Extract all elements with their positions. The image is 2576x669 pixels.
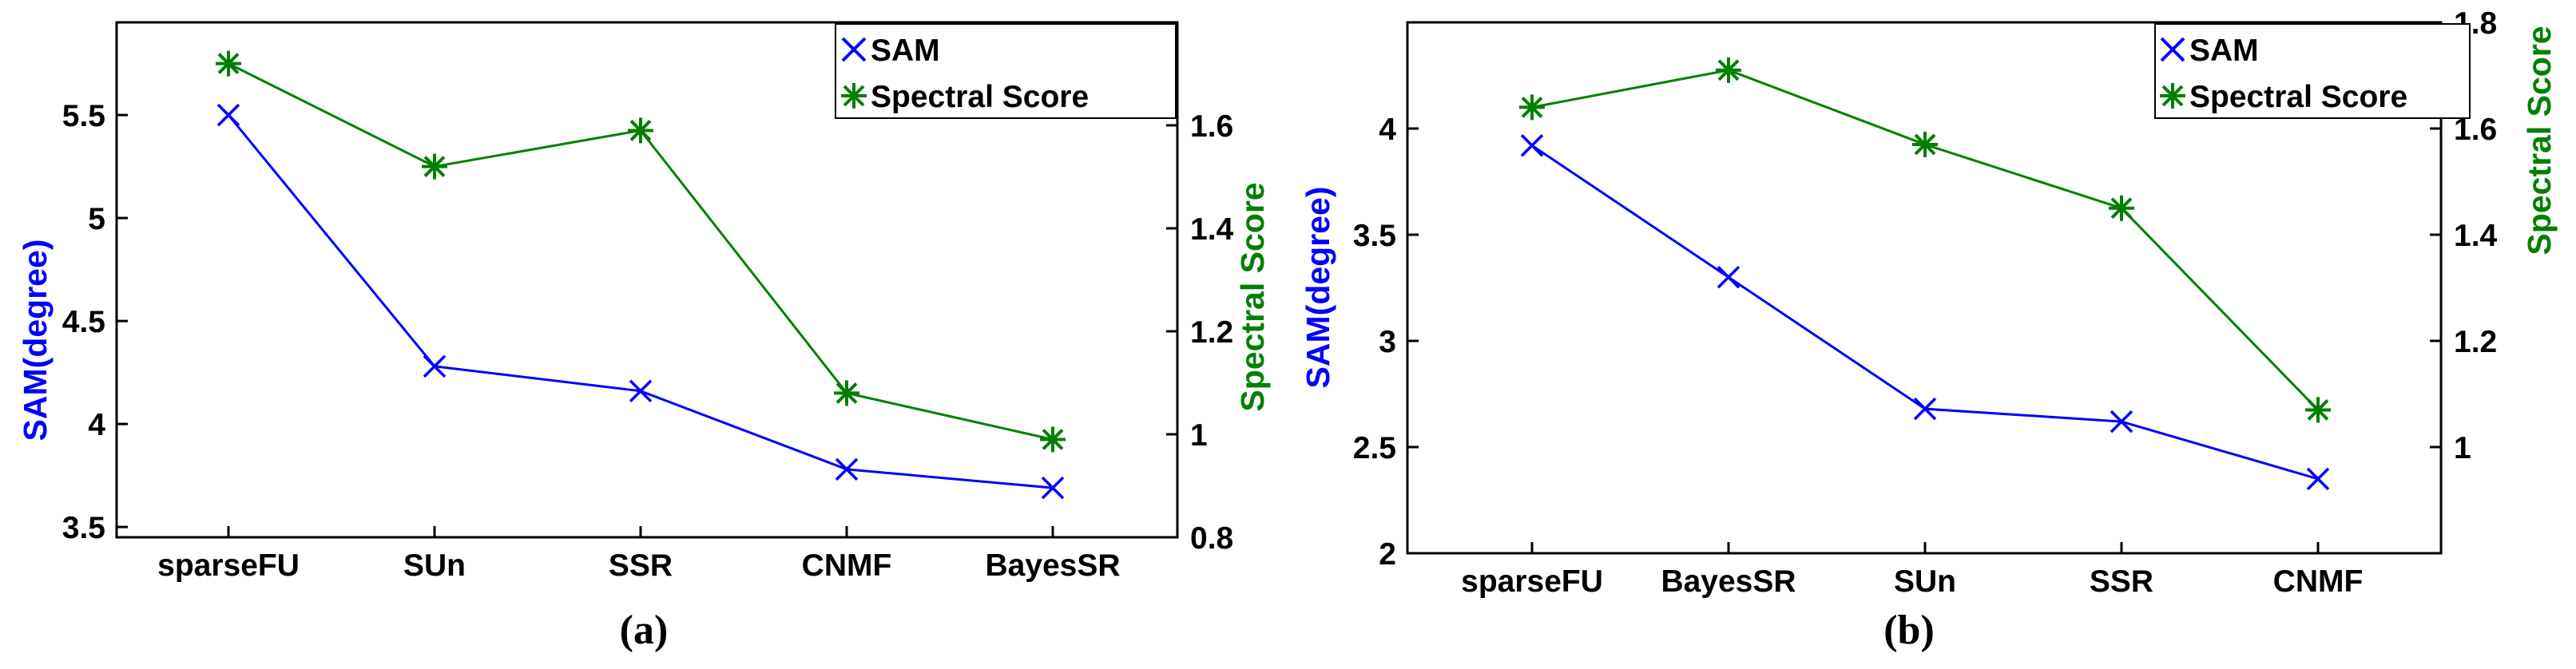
panel-a-ylabel-left: SAM(degree)	[17, 239, 54, 441]
panel-b-ylabel-right: Spectral Score	[2521, 26, 2558, 255]
panel-b-legend-sam-label: SAM	[2189, 34, 2259, 68]
panel-b-caption: (b)	[1883, 608, 1935, 653]
panel-b-legend-spectral-marker	[2160, 83, 2185, 109]
panel-a-xtick-label: CNMF	[802, 548, 892, 583]
panel-b: sparseFU BayesSR SUn SSR CNMF 2 2.5 3 3.5 4 1 1.2 1.…	[1300, 6, 2558, 653]
panel-a-ytick-left-label: 3.5	[62, 511, 105, 545]
panel-a-ytick-right-label: 1.4	[1190, 212, 1234, 247]
panel-a-legend: SAM Spectral Score	[835, 23, 1177, 119]
panel-a-ytick-right-label: 0.8	[1190, 521, 1233, 556]
panel-a-ytick-right-label: 1.2	[1190, 315, 1233, 350]
panel-a-legend-sam-label: SAM	[871, 34, 940, 68]
panel-b-sam-point	[2306, 467, 2330, 491]
panel-a-ytick-left-label: 5	[88, 202, 105, 236]
panel-b-xtick-label: BayesSR	[1661, 564, 1796, 599]
panel-b-ytick-right-label: 1.2	[2454, 325, 2497, 359]
panel-a-xtick-label: SUn	[403, 548, 466, 583]
panel-b-sam-point	[2110, 410, 2133, 433]
panel-b-sam-point	[1717, 265, 1740, 289]
panel-a-caption: (a)	[620, 608, 669, 653]
panel-a-ytick-right-label: 1.6	[1190, 109, 1233, 144]
panel-a-plot-area	[115, 21, 1179, 539]
panel-b-xtick-label: sparseFU	[1461, 564, 1603, 599]
panel-a-xtick-label: BayesSR	[985, 548, 1120, 583]
panel-b-spectral-score-point	[2305, 397, 2331, 423]
panel-a-series	[216, 50, 1066, 500]
panel-a-xtick-label: SSR	[609, 548, 673, 583]
panel-b-sam-line	[1531, 144, 2319, 481]
panel-b-ytick-left-label: 3	[1379, 325, 1396, 359]
panel-b-legend-sam-marker	[2160, 37, 2185, 62]
panel-b-sam-point	[1520, 134, 1544, 157]
panel-b-spectral-score-point	[1519, 94, 1545, 121]
panel-b-ytick-right-label: 1	[2454, 431, 2471, 465]
panel-b-spectral-score-point	[2109, 195, 2134, 221]
panel-a-ytick-left-label: 4	[88, 408, 105, 442]
panel-b-ytick-left-label: 2	[1379, 537, 1396, 572]
panel-a-ylabel-right: Spectral Score	[1234, 182, 1271, 411]
panel-a-spectral-score-point	[422, 153, 447, 180]
panel-b-ytick-left-label: 3.5	[1353, 219, 1396, 253]
panel-b-sam-point	[1913, 397, 1937, 421]
panel-a-legend-sam-marker	[841, 37, 867, 62]
panel-b-xtick-label: SSR	[2090, 564, 2153, 599]
panel-b-legend-box	[2154, 23, 2471, 119]
panel-a-sam-point	[1041, 476, 1065, 500]
panel-a-legend-spectral-label: Spectral Score	[871, 80, 1089, 114]
panel-a-spectral-score-point	[216, 50, 241, 77]
panel-b-xtick-label: SUn	[1894, 564, 1956, 599]
panel-b-ytick-right-label: 1.4	[2454, 219, 2498, 253]
panel-b-spectral-score-point	[1716, 57, 1741, 83]
panel-a-spectral-score-point	[628, 117, 653, 144]
panel-a-ytick-left-label: 5.5	[62, 99, 105, 133]
panel-a-sam-point	[423, 354, 447, 378]
panel-b-legend: SAM Spectral Score	[2154, 23, 2471, 119]
panel-b-ylabel-left: SAM(degree)	[1300, 187, 1336, 389]
panel-a-spectral-score-point	[1040, 426, 1066, 453]
panel-a-legend-box	[835, 23, 1177, 119]
panel-b-series	[1519, 57, 2331, 491]
panel-a-sam-line	[227, 114, 1054, 489]
panel-a-sam-point	[629, 379, 653, 403]
panel-b-legend-spectral-label: Spectral Score	[2189, 80, 2407, 114]
panel-b-gridless-ticks: sparseFU BayesSR SUn SSR CNMF 2 2.5 3 3.5 4 1 1.2 1.…	[1353, 6, 2498, 599]
panel-b-spectral-score-point	[1912, 131, 1938, 157]
panel-a-gridless-ticks: sparseFU SUn SSR CNMF BayesSR 3.5 4 4.5 5 5.5 0.8 1…	[62, 99, 1234, 583]
panel-a-legend-spectral-marker	[841, 83, 867, 109]
panel-a: sparseFU SUn SSR CNMF BayesSR 3.5 4 4.5 5 5.5 0.8 1…	[17, 21, 1271, 653]
panel-a-ytick-right-label: 1	[1190, 418, 1208, 453]
panel-a-xtick-label: sparseFU	[157, 548, 300, 583]
panel-a-ytick-left-label: 4.5	[62, 305, 105, 339]
panel-b-spectral-score-line	[1531, 69, 2320, 411]
panel-a-sam-point	[216, 103, 240, 127]
panel-a-spectral-score-point	[834, 380, 859, 406]
panel-a-sam-point	[835, 457, 859, 481]
panel-b-ytick-left-label: 4	[1379, 113, 1396, 147]
panel-b-xtick-label: CNMF	[2273, 564, 2364, 599]
panel-b-ytick-left-label: 2.5	[1353, 431, 1396, 465]
